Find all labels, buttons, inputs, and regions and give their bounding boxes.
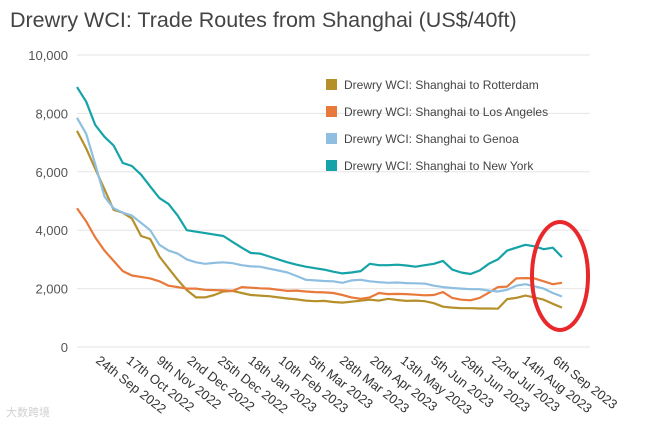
y-tick-label: 6,000 (35, 165, 68, 180)
chart-title: Drewry WCI: Trade Routes from Shanghai (… (10, 8, 517, 32)
y-tick-label: 4,000 (35, 223, 68, 238)
legend-swatch (326, 79, 337, 90)
legend-swatch (326, 106, 337, 117)
series-line (76, 207, 563, 302)
gridlines (77, 54, 590, 348)
series-line (76, 130, 563, 310)
series-line (76, 117, 563, 298)
legend-label: Drewry WCI: Shanghai to Rotterdam (344, 78, 539, 92)
y-tick-label: 10,000 (28, 48, 68, 63)
y-tick-label: 8,000 (35, 106, 68, 121)
legend-label: Drewry WCI: Shanghai to Genoa (344, 132, 519, 146)
legend-label: Drewry WCI: Shanghai to Los Angeles (344, 105, 548, 119)
y-tick-label: 2,000 (35, 282, 68, 297)
series-lines (76, 86, 563, 310)
legend-label: Drewry WCI: Shanghai to New York (344, 159, 534, 173)
legend-swatch (326, 133, 337, 144)
series-line (76, 86, 563, 276)
y-tick-label: 0 (61, 340, 68, 355)
y-axis: 0 2,000 4,000 6,000 8,000 10,000 (28, 48, 68, 355)
watermark: 大数跨境 (6, 407, 50, 419)
highlight-circle (530, 220, 590, 332)
legend: Drewry WCI: Shanghai to Rotterdam Drewry … (326, 78, 548, 173)
legend-swatch (326, 160, 337, 171)
